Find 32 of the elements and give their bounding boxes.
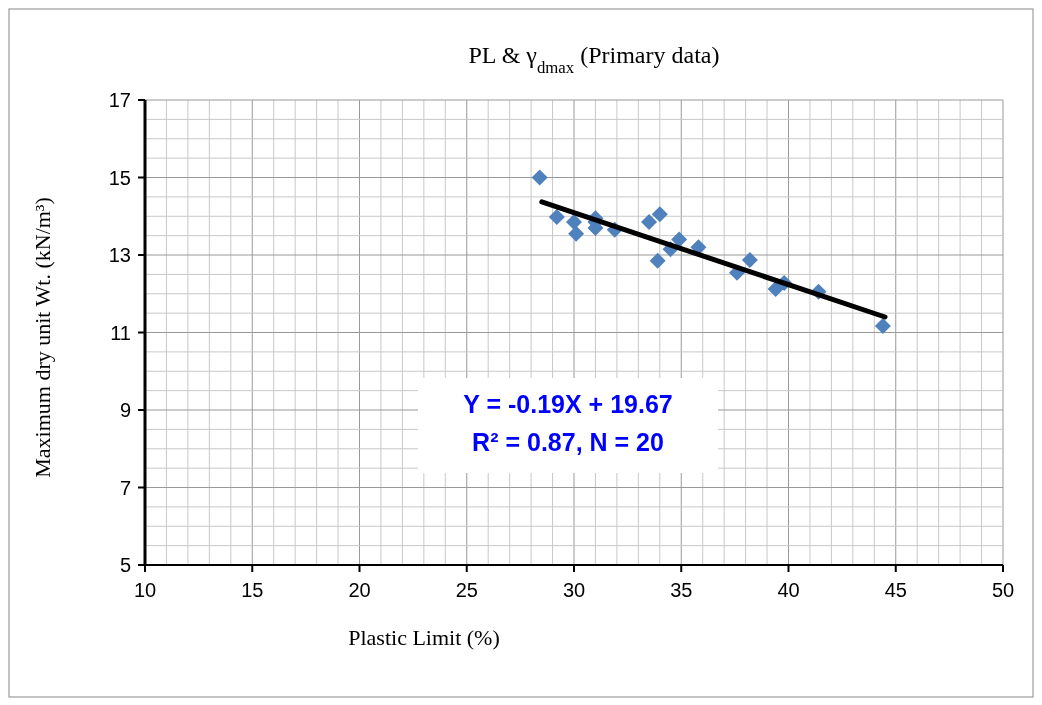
point — [741, 252, 758, 269]
point — [651, 206, 668, 223]
y-tick-label: 5 — [119, 554, 131, 576]
x-tick-label: 35 — [670, 579, 693, 601]
point — [641, 214, 658, 231]
annotation: R² = 0.87, N = 20 — [472, 428, 664, 456]
x-tick-label: 15 — [241, 579, 264, 601]
x-tick-label: 50 — [991, 579, 1015, 601]
chart-title: PL & γ$_{dmax}$ (Primary data) — [468, 42, 720, 77]
point — [548, 209, 565, 226]
y-tick-label: 15 — [108, 166, 131, 189]
point — [566, 214, 582, 231]
point — [531, 169, 548, 186]
y-tick-label: 17 — [108, 89, 131, 111]
point — [671, 231, 688, 248]
x-tick-label: 25 — [455, 579, 478, 601]
point — [649, 252, 666, 269]
x-tick-label: 40 — [777, 579, 800, 601]
x-tick-label: 20 — [348, 579, 371, 601]
x-tick-label: 30 — [562, 579, 586, 601]
x-tick-label: 45 — [884, 579, 907, 601]
x-axis-title: Plastic Limit (%) — [348, 625, 500, 650]
point — [767, 281, 784, 298]
x-tick-label: 10 — [133, 579, 157, 601]
annotation: Y = -0.19X + 19.67 — [463, 390, 673, 418]
point — [874, 317, 891, 334]
y-tick-label: 9 — [119, 399, 131, 421]
y-tick-label: 7 — [119, 476, 131, 499]
y-axis-title: Maximum dry unit Wt. (kN/m³) — [30, 197, 55, 478]
y-tick-label: 13 — [108, 244, 131, 266]
point — [568, 225, 585, 242]
y-tick-label: 11 — [110, 321, 131, 344]
